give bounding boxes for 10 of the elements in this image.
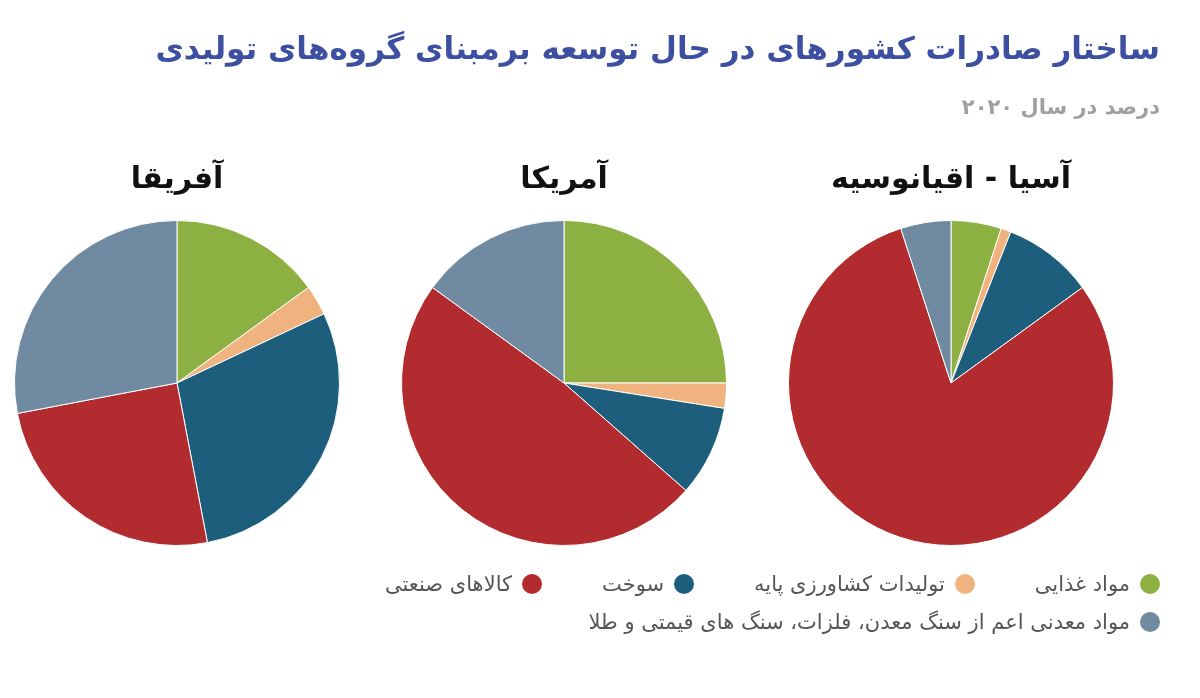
chart-title: آسیا - اقیانوسیه <box>829 160 1073 197</box>
legend-label: کالاهای صنعتی <box>384 572 513 596</box>
text: درصد در سال ۲۰۲۰ <box>961 95 1160 119</box>
chart-title: آمریکا <box>519 160 610 197</box>
legend-label: تولیدات کشاورزی پایه <box>754 572 945 596</box>
legend-label: سوخت <box>602 572 665 596</box>
legend-label: مواد غذایی <box>1034 572 1130 596</box>
legend-label: مواد معدنی اعم از سنگ معدن، فلزات، سنگ های قیمتی و طلا <box>588 610 1130 634</box>
text: ساختار صادرات کشورهای در حال توسعه برمبنای گروه‌های تولیدی <box>155 30 1160 66</box>
chart-title: آفریقا <box>129 160 225 197</box>
